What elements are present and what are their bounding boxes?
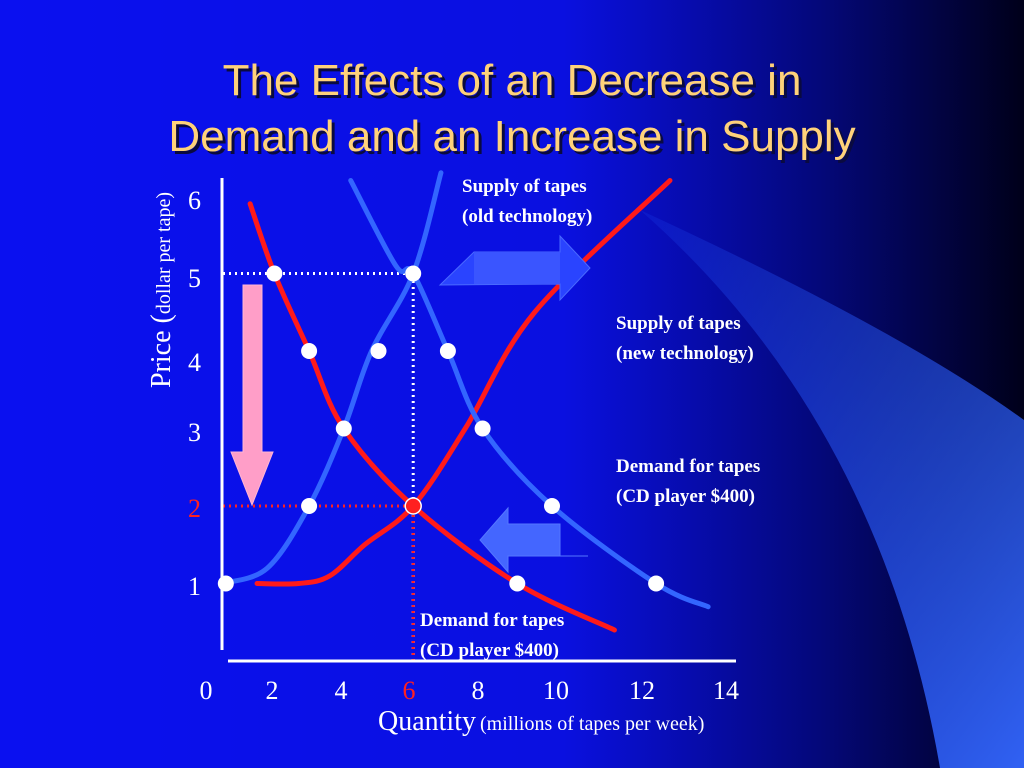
x-axis-label-unit: (millions of tapes per week) — [480, 713, 705, 735]
annotation-line: (CD player $400) — [420, 640, 559, 661]
y-tick-label-highlighted: 2 — [188, 494, 201, 523]
data-point — [266, 265, 283, 282]
annotation-supply-old: Supply of tapes (old technology) — [462, 172, 592, 232]
supply-shift-arrow-body — [474, 252, 560, 284]
slide-title-line-2: Demand and an Increase in Supply — [168, 112, 856, 161]
data-point — [648, 575, 665, 592]
annotation-demand-400: Demand for tapes (CD player $400) — [616, 452, 760, 512]
x-tick-label: 10 — [543, 676, 569, 705]
curve-demand-400 — [348, 178, 711, 610]
x-tick-label: 8 — [471, 676, 485, 705]
y-axis-label-unit: dollar per tape) — [153, 191, 175, 315]
x-axis-label: Quantity (millions of tapes per week) — [378, 706, 704, 738]
annotation-supply-new: Supply of tapes (new technology) — [616, 309, 754, 369]
price-fall-arrow — [230, 284, 274, 507]
x-tick-label: 4 — [334, 676, 348, 705]
data-point — [370, 343, 387, 359]
annotation-demand-shifted: Demand for tapes (CD player $400) — [420, 606, 564, 666]
annotation-line: Demand for tapes — [616, 456, 761, 477]
annotation-line: (new technology) — [616, 343, 754, 364]
x-tick-label: 12 — [629, 676, 655, 705]
decorative-beam — [640, 210, 1024, 768]
annotation-line: Supply of tapes — [462, 176, 587, 197]
y-tick-label: 1 — [188, 572, 201, 601]
x-tick-label: 2 — [265, 676, 279, 705]
y-axis-label-main: Price ( — [146, 314, 177, 389]
y-tick-label: 4 — [188, 348, 201, 377]
annotation-line: (old technology) — [462, 206, 593, 227]
x-axis-label-main: Quantity — [378, 706, 476, 737]
y-tick-label: 5 — [188, 264, 201, 293]
annotation-line: Demand for tapes — [420, 610, 565, 631]
y-tick-label: 3 — [188, 418, 201, 447]
y-tick-label: 6 — [188, 186, 201, 215]
data-point — [217, 575, 234, 592]
equilibrium-point — [404, 497, 422, 515]
annotation-line: Supply of tapes — [616, 313, 741, 334]
data-point — [405, 265, 422, 282]
data-point — [509, 575, 526, 592]
slide-title-line-1: The Effects of an Decrease in — [222, 56, 802, 105]
data-point — [301, 498, 318, 514]
data-point — [335, 420, 352, 437]
x-tick-label-highlighted: 6 — [402, 676, 416, 705]
data-point — [301, 343, 318, 359]
data-point — [474, 420, 491, 437]
demand-shift-arrow — [479, 506, 588, 574]
y-axis-label: Price (dollar per tape) — [146, 192, 178, 388]
data-point — [439, 343, 456, 359]
x-tick-label: 0 — [199, 676, 213, 705]
annotation-line: (CD player $400) — [616, 486, 755, 507]
x-tick-label: 14 — [713, 676, 739, 705]
data-point — [544, 498, 560, 514]
